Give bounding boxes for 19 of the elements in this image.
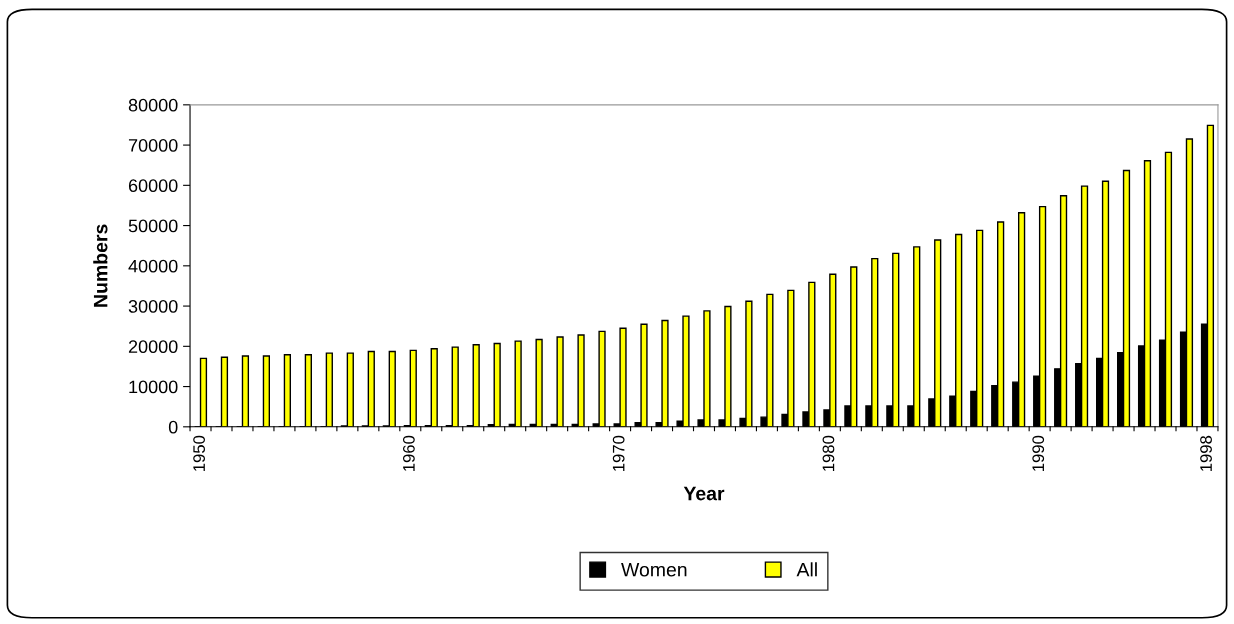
x-axis-title: Year	[683, 486, 725, 501]
x-tick-label: 1950	[193, 435, 205, 471]
legend-label: All	[796, 562, 817, 577]
y-tick-label: 40000	[128, 259, 178, 273]
y-tick-label: 60000	[128, 179, 178, 193]
y-tick-label: 30000	[128, 300, 178, 313]
y-tick-label: 80000	[128, 98, 178, 112]
y-tick-label: 50000	[128, 219, 178, 233]
y-axis-title: Numbers	[93, 224, 108, 307]
y-tick-label: 0	[168, 420, 178, 434]
x-tick-label: 1998	[1200, 435, 1212, 471]
x-tick-label: 1960	[402, 435, 415, 471]
y-tick-label: 20000	[128, 340, 178, 354]
y-tick-label: 70000	[128, 139, 178, 152]
legend-label: Women	[621, 562, 687, 577]
x-tick-label: 1970	[612, 435, 625, 471]
x-tick-label: 1980	[822, 435, 835, 471]
x-tick-label: 1990	[1032, 435, 1045, 471]
y-tick-label: 10000	[129, 380, 178, 394]
